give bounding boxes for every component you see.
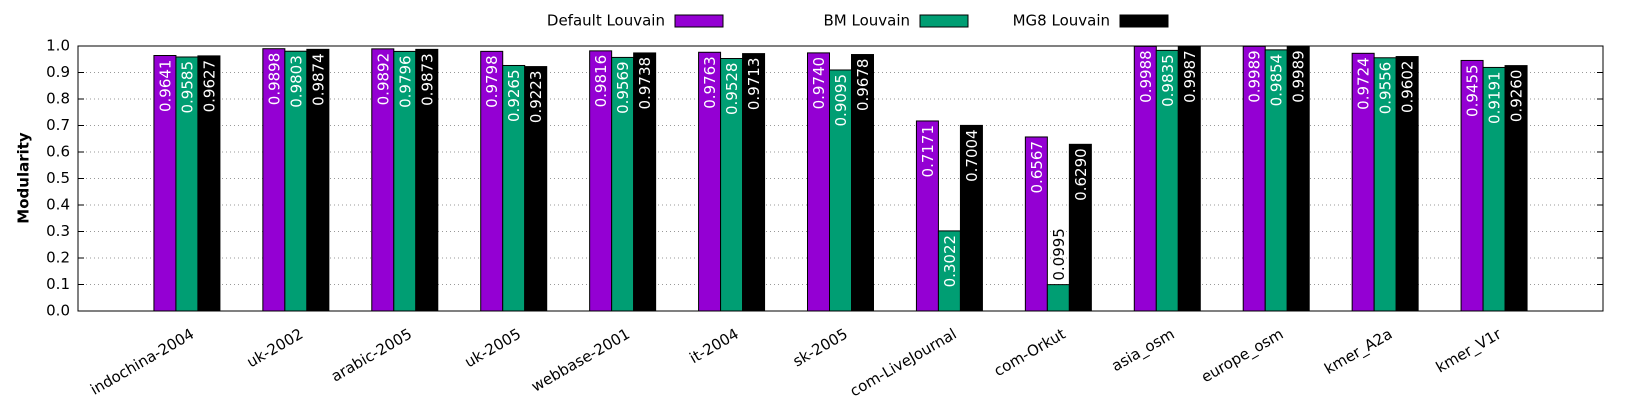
- legend-swatch: [1119, 14, 1169, 28]
- value-label: 0.9738: [636, 57, 654, 110]
- value-label: 0.9854: [1268, 54, 1286, 107]
- value-label: 0.9763: [701, 56, 719, 109]
- x-tick-label: webbase-2001: [528, 325, 633, 396]
- x-tick-label: com-Orkut: [991, 325, 1069, 380]
- value-label: 0.9713: [745, 58, 763, 111]
- y-tick-label: 0.3: [46, 222, 70, 240]
- value-label: 0.9989: [1246, 50, 1264, 103]
- x-tick-label: uk-2002: [244, 325, 307, 371]
- value-label: 0.6290: [1072, 148, 1090, 201]
- legend-label: MG8 Louvain: [1013, 12, 1110, 30]
- y-tick-label: 0.4: [46, 196, 70, 214]
- value-label: 0.9678: [854, 59, 872, 112]
- x-tick-label: uk-2005: [461, 325, 524, 371]
- value-label: 0.9724: [1355, 57, 1373, 109]
- value-label: 0.9898: [265, 53, 283, 106]
- value-label: 0.9740: [810, 57, 828, 110]
- y-tick-label: 0.2: [46, 249, 70, 267]
- y-tick-label: 0.0: [46, 302, 70, 320]
- x-tick-label: it-2004: [686, 325, 741, 367]
- value-label: 0.9627: [200, 60, 218, 113]
- value-label: 0.7171: [919, 125, 937, 178]
- value-label: 0.9602: [1399, 61, 1417, 113]
- legend-label: BM Louvain: [823, 12, 910, 30]
- value-label: 0.9873: [418, 53, 436, 106]
- legend-swatch: [919, 14, 969, 28]
- y-tick-label: 0.6: [46, 143, 70, 161]
- bar: [1046, 284, 1070, 312]
- value-label: 0.9796: [396, 55, 414, 108]
- y-tick-label: 0.5: [46, 169, 70, 187]
- value-label: 0.9798: [483, 55, 501, 107]
- y-tick-label: 0.9: [46, 63, 70, 81]
- value-label: 0.9528: [723, 63, 741, 115]
- value-label: 0.6567: [1028, 141, 1046, 194]
- value-label: 0.9641: [156, 60, 174, 113]
- value-label: 0.9095: [832, 74, 850, 127]
- x-tick-label: asia_osm: [1108, 325, 1178, 376]
- value-label: 0.9223: [527, 71, 545, 124]
- value-label: 0.9874: [309, 53, 327, 106]
- value-label: 0.9816: [592, 55, 610, 108]
- value-label: 0.9260: [1508, 70, 1526, 123]
- value-label: 0.0995: [1050, 228, 1068, 281]
- value-label: 0.3022: [941, 235, 959, 287]
- x-tick-label: com-LiveJournal: [847, 325, 960, 401]
- value-label: 0.9556: [1377, 62, 1395, 115]
- value-label: 0.9455: [1464, 64, 1482, 117]
- y-axis-label: Modularity: [15, 132, 33, 224]
- y-tick-label: 1.0: [46, 37, 70, 55]
- x-tick-label: arabic-2005: [328, 325, 415, 386]
- value-label: 0.9191: [1486, 71, 1504, 124]
- value-label: 0.9585: [178, 61, 196, 113]
- x-tick-label: kmer_V1r: [1433, 324, 1506, 377]
- x-tick-label: europe_osm: [1198, 325, 1287, 387]
- value-label: 0.9803: [287, 55, 305, 108]
- plot-frame: [77, 45, 1604, 312]
- value-label: 0.7004: [963, 129, 981, 182]
- value-label: 0.9987: [1181, 50, 1199, 102]
- value-label: 0.9988: [1137, 50, 1155, 103]
- y-tick-label: 0.7: [46, 116, 70, 134]
- x-tick-label: sk-2005: [790, 325, 851, 371]
- value-label: 0.9569: [614, 61, 632, 114]
- y-tick-label: 0.8: [46, 90, 70, 108]
- value-label: 0.9989: [1290, 50, 1308, 103]
- x-tick-label: indochina-2004: [87, 325, 197, 399]
- value-label: 0.9265: [505, 69, 523, 122]
- value-label: 0.9835: [1159, 54, 1177, 106]
- legend-swatch: [674, 14, 724, 28]
- value-label: 0.9892: [374, 53, 392, 106]
- x-tick-label: kmer_A2a: [1321, 325, 1396, 379]
- y-tick-label: 0.1: [46, 275, 70, 293]
- legend-label: Default Louvain: [547, 12, 665, 30]
